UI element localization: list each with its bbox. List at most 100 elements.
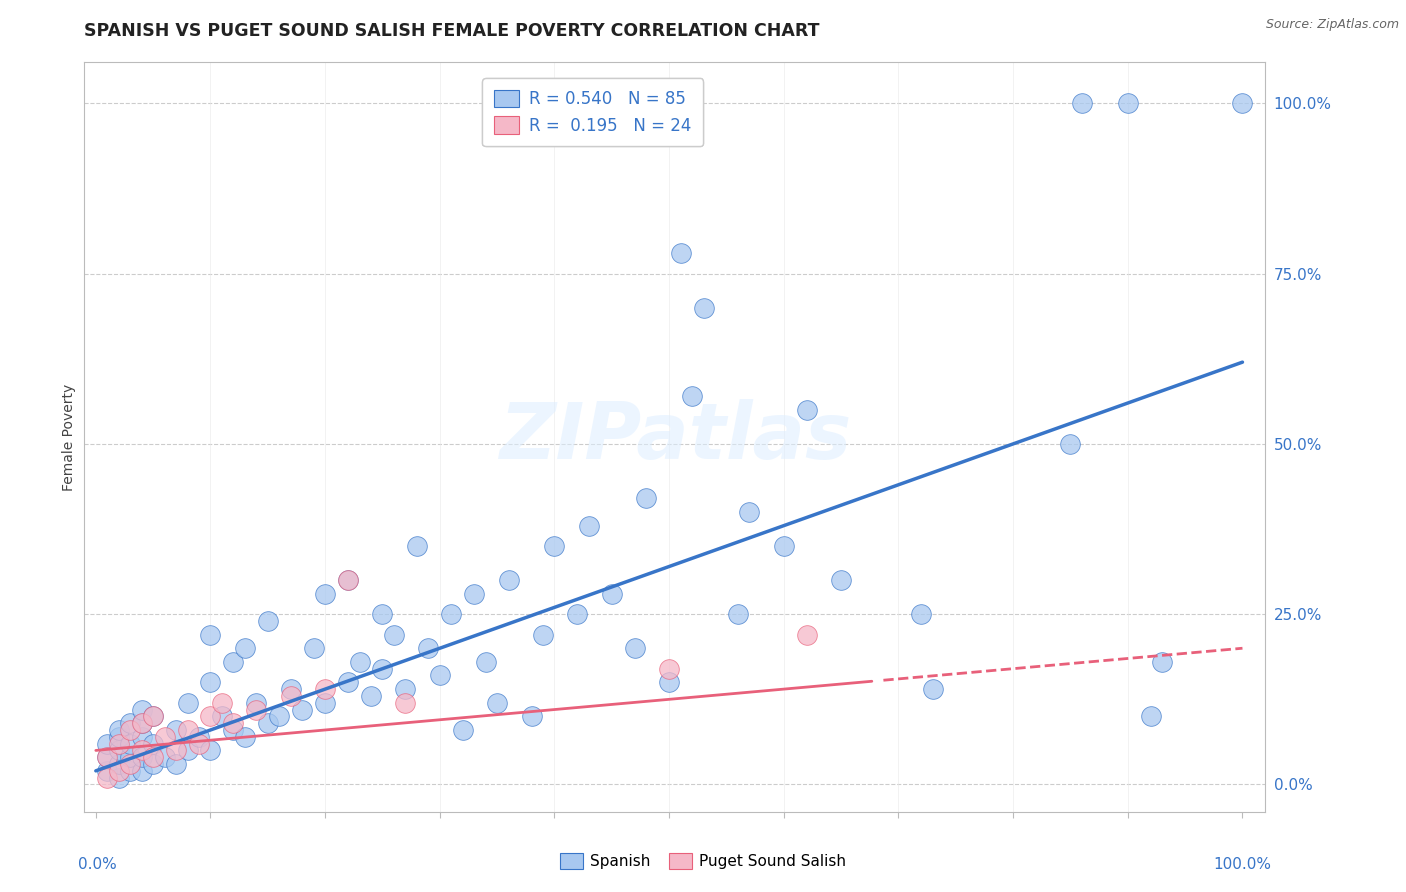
Point — [120, 757, 142, 772]
Point — [314, 696, 336, 710]
Point — [371, 662, 394, 676]
Point — [107, 737, 129, 751]
Point — [269, 709, 291, 723]
Point — [1116, 96, 1139, 111]
Point — [418, 641, 440, 656]
Point — [440, 607, 463, 622]
Point — [165, 723, 187, 737]
Point — [107, 730, 129, 744]
Point — [165, 743, 187, 757]
Point — [360, 689, 382, 703]
Point — [578, 518, 600, 533]
Point — [107, 757, 129, 772]
Point — [772, 539, 794, 553]
Point — [474, 655, 496, 669]
Point — [222, 723, 245, 737]
Point — [200, 743, 222, 757]
Point — [314, 587, 336, 601]
Point — [142, 750, 165, 764]
Point — [291, 702, 314, 716]
Point — [131, 716, 153, 731]
Y-axis label: Female Poverty: Female Poverty — [62, 384, 76, 491]
Point — [658, 675, 681, 690]
Point — [120, 764, 142, 778]
Point — [245, 702, 267, 716]
Point — [302, 641, 325, 656]
Point — [658, 662, 681, 676]
Point — [1059, 437, 1081, 451]
Point — [96, 764, 118, 778]
Text: 0.0%: 0.0% — [79, 856, 117, 871]
Point — [314, 682, 336, 697]
Point — [176, 696, 198, 710]
Point — [337, 675, 360, 690]
Point — [131, 743, 153, 757]
Point — [451, 723, 474, 737]
Point — [96, 750, 118, 764]
Point — [692, 301, 714, 315]
Point — [131, 750, 153, 764]
Text: ZIPatlas: ZIPatlas — [499, 399, 851, 475]
Point — [371, 607, 394, 622]
Point — [107, 771, 129, 785]
Point — [153, 750, 176, 764]
Point — [394, 696, 416, 710]
Point — [200, 627, 222, 641]
Point — [337, 573, 360, 587]
Point — [796, 402, 818, 417]
Point — [543, 539, 565, 553]
Point — [600, 587, 623, 601]
Point — [681, 389, 703, 403]
Point — [796, 627, 818, 641]
Point — [211, 709, 233, 723]
Point — [531, 627, 554, 641]
Point — [200, 709, 222, 723]
Point — [107, 723, 129, 737]
Point — [910, 607, 932, 622]
Point — [153, 730, 176, 744]
Legend: Spanish, Puget Sound Salish: Spanish, Puget Sound Salish — [554, 847, 852, 875]
Point — [738, 505, 761, 519]
Point — [486, 696, 509, 710]
Point — [337, 573, 360, 587]
Point — [107, 743, 129, 757]
Point — [176, 743, 198, 757]
Text: 100.0%: 100.0% — [1213, 856, 1271, 871]
Point — [429, 668, 451, 682]
Point — [142, 757, 165, 772]
Point — [222, 716, 245, 731]
Point — [96, 750, 118, 764]
Point — [233, 730, 256, 744]
Point — [830, 573, 852, 587]
Point — [921, 682, 943, 697]
Point — [142, 709, 165, 723]
Point — [222, 655, 245, 669]
Point — [165, 757, 187, 772]
Point — [349, 655, 371, 669]
Point — [382, 627, 405, 641]
Point — [120, 737, 142, 751]
Point — [280, 682, 302, 697]
Point — [1232, 96, 1254, 111]
Point — [623, 641, 645, 656]
Point — [727, 607, 749, 622]
Point — [567, 607, 589, 622]
Point — [96, 771, 118, 785]
Point — [1152, 655, 1174, 669]
Point — [1139, 709, 1161, 723]
Point — [256, 716, 278, 731]
Point — [406, 539, 429, 553]
Point — [245, 696, 267, 710]
Point — [636, 491, 658, 506]
Point — [280, 689, 302, 703]
Point — [188, 730, 211, 744]
Point — [1071, 96, 1094, 111]
Point — [463, 587, 485, 601]
Point — [188, 737, 211, 751]
Point — [96, 737, 118, 751]
Point — [131, 702, 153, 716]
Point — [120, 716, 142, 731]
Point — [131, 764, 153, 778]
Point — [669, 246, 692, 260]
Point — [120, 723, 142, 737]
